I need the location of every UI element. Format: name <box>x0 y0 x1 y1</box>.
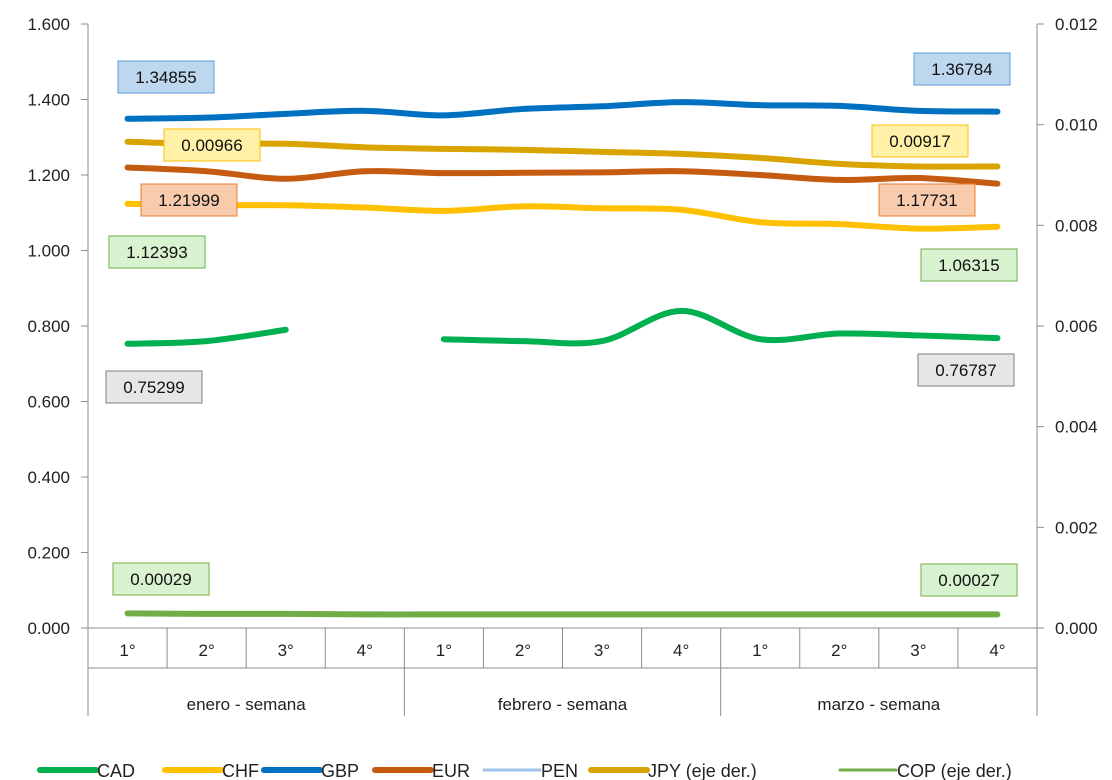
data-label-eur-start: 1.21999 <box>158 191 219 210</box>
left-axis-tick-label: 1.000 <box>27 242 70 261</box>
x-axis-category-label: 4° <box>357 641 373 660</box>
legend-label-eur: EUR <box>432 761 470 780</box>
x-axis-category-label: 2° <box>198 641 214 660</box>
series-line-jpy <box>124 138 1001 170</box>
legend-label-cad: CAD <box>97 761 135 780</box>
left-axis-tick-label: 0.400 <box>27 468 70 487</box>
legend-label-jpy: JPY (eje der.) <box>648 761 757 780</box>
series-line-cop <box>124 610 1001 618</box>
data-label-gbp-start: 1.34855 <box>135 68 196 87</box>
right-axis-tick-label: 0.000 <box>1055 619 1098 638</box>
data-label-box-gbp-start <box>117 60 215 94</box>
data-label-box-cop-start <box>112 562 210 596</box>
x-axis-category-label: 1° <box>119 641 135 660</box>
x-axis-group-label: febrero - semana <box>498 695 628 714</box>
data-label-gbp-end: 1.36784 <box>931 60 992 79</box>
data-label-jpy-start: 0.00966 <box>181 136 242 155</box>
x-axis-category-label: 4° <box>989 641 1005 660</box>
x-axis-category-label: 3° <box>594 641 610 660</box>
left-axis-tick-label: 1.200 <box>27 166 70 185</box>
left-axis-tick-label: 0.800 <box>27 317 70 336</box>
data-label-box-cad-end <box>917 353 1015 387</box>
x-axis-category-label: 2° <box>515 641 531 660</box>
left-axis-tick-label: 0.200 <box>27 544 70 563</box>
data-label-box-chf-start <box>108 235 206 269</box>
x-axis-category-label: 3° <box>910 641 926 660</box>
series-line-gbp <box>124 99 1001 122</box>
data-label-box-jpy-end <box>871 124 969 158</box>
data-label-box-eur-end <box>878 183 976 217</box>
data-label-box-gbp-end <box>913 52 1011 86</box>
right-axis-tick-label: 0.008 <box>1055 216 1098 235</box>
data-label-box-eur-start <box>140 183 238 217</box>
data-label-box-jpy-start <box>163 128 261 162</box>
data-label-box-chf-end <box>920 248 1018 282</box>
left-axis-tick-label: 1.600 <box>27 15 70 34</box>
data-label-jpy-end: 0.00917 <box>889 132 950 151</box>
left-axis-tick-label: 0.000 <box>27 619 70 638</box>
right-axis-tick-label: 0.010 <box>1055 116 1098 135</box>
data-label-eur-end: 1.17731 <box>896 191 957 210</box>
series-line-chf <box>124 200 1001 232</box>
x-axis-category-label: 1° <box>436 641 452 660</box>
series-line-cad <box>440 307 1001 347</box>
x-axis-category-label: 3° <box>278 641 294 660</box>
legend-label-gbp: GBP <box>321 761 359 780</box>
data-label-chf-start: 1.12393 <box>126 243 187 262</box>
data-label-cop-start: 0.00029 <box>130 570 191 589</box>
data-label-cad-start: 0.75299 <box>123 378 184 397</box>
x-axis-category-label: 2° <box>831 641 847 660</box>
right-axis-tick-label: 0.004 <box>1055 418 1098 437</box>
series-line-eur <box>124 164 1001 187</box>
x-axis-group-label: marzo - semana <box>817 695 940 714</box>
data-label-cop-end: 0.00027 <box>938 571 999 590</box>
right-axis-tick-label: 0.006 <box>1055 317 1098 336</box>
data-label-cad-end: 0.76787 <box>935 361 996 380</box>
left-axis-tick-label: 0.600 <box>27 393 70 412</box>
data-label-box-cop-end <box>920 563 1018 597</box>
series-line-cad <box>124 326 289 347</box>
left-axis-tick-label: 1.400 <box>27 91 70 110</box>
legend-label-pen: PEN <box>541 761 578 780</box>
legend-label-cop: COP (eje der.) <box>897 761 1012 780</box>
x-axis-category-label: 1° <box>752 641 768 660</box>
right-axis-tick-label: 0.002 <box>1055 518 1098 537</box>
right-axis-tick-label: 0.012 <box>1055 15 1098 34</box>
data-label-box-cad-start <box>105 370 203 404</box>
x-axis-group-label: enero - semana <box>187 695 307 714</box>
legend-label-chf: CHF <box>222 761 259 780</box>
data-label-chf-end: 1.06315 <box>938 256 999 275</box>
x-axis-category-label: 4° <box>673 641 689 660</box>
